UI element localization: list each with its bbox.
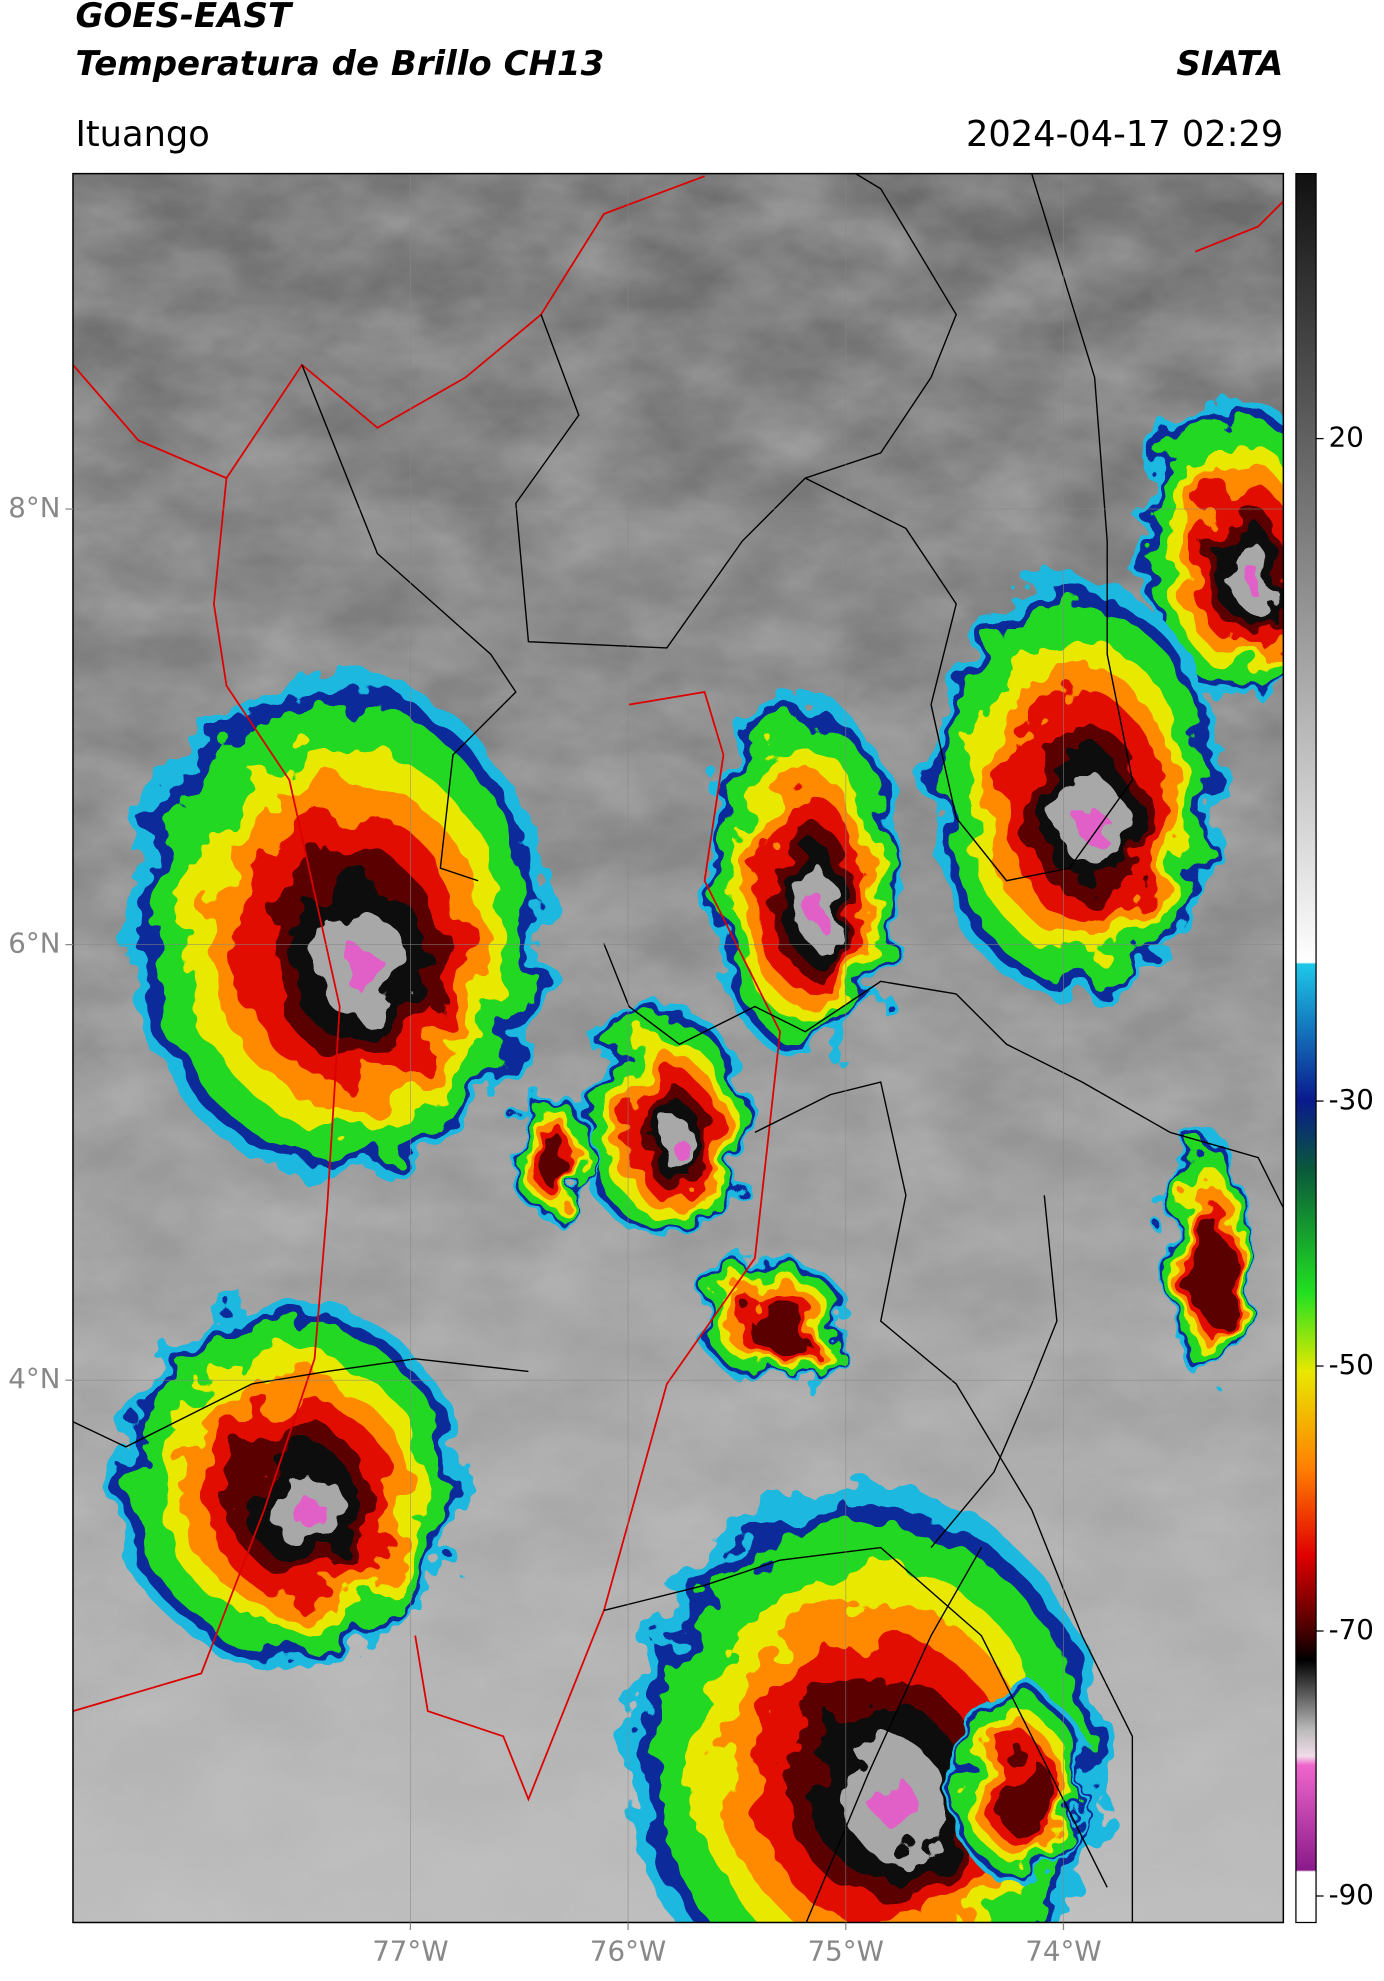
storm-ring (995, 1755, 1054, 1837)
agency-label: SIATA (1176, 44, 1283, 84)
storm-ring (875, 1780, 919, 1829)
storm-ring (808, 893, 826, 927)
region-label: Ituango (75, 114, 209, 155)
colorbar-tick-label: -70 (1329, 1613, 1374, 1646)
colorbar-tick-label: -50 (1329, 1348, 1374, 1381)
source-title: GOES-EAST (75, 0, 293, 36)
storm-ring (539, 1137, 575, 1190)
map-frame (72, 172, 1285, 1924)
lon-tick-label: 74°W (1025, 1935, 1101, 1968)
lat-tick-label: 6°N (8, 927, 60, 960)
storm-ring (1193, 1218, 1229, 1323)
colorbar (1295, 172, 1317, 1924)
datetime-label: 2024-04-17 02:29 (966, 114, 1283, 155)
department-borders (72, 173, 1284, 1923)
product-title: Temperatura de Brillo CH13 (75, 44, 604, 84)
country-borders (72, 175, 1284, 1802)
lon-tick-label: 76°W (590, 1935, 666, 1968)
lat-tick-label: 4°N (8, 1362, 60, 1395)
storm-ring (294, 1497, 327, 1531)
lon-tick-label: 77°W (372, 1935, 448, 1968)
colorbar-tick-label: 20 (1329, 421, 1364, 454)
graticule (72, 173, 1284, 1923)
storm-ring (346, 949, 385, 995)
storm-ring (1242, 564, 1261, 593)
storm-ring (747, 1301, 812, 1354)
storm-ring (1080, 807, 1107, 846)
map-area (72, 173, 1284, 1923)
colorbar-tick-label: -90 (1329, 1878, 1374, 1911)
storm-cells (110, 395, 1284, 1923)
colorbar-tick-label: -30 (1329, 1083, 1374, 1116)
storm-ring (669, 1134, 685, 1157)
lat-tick-label: 8°N (8, 491, 60, 524)
lon-tick-label: 75°W (808, 1935, 884, 1968)
